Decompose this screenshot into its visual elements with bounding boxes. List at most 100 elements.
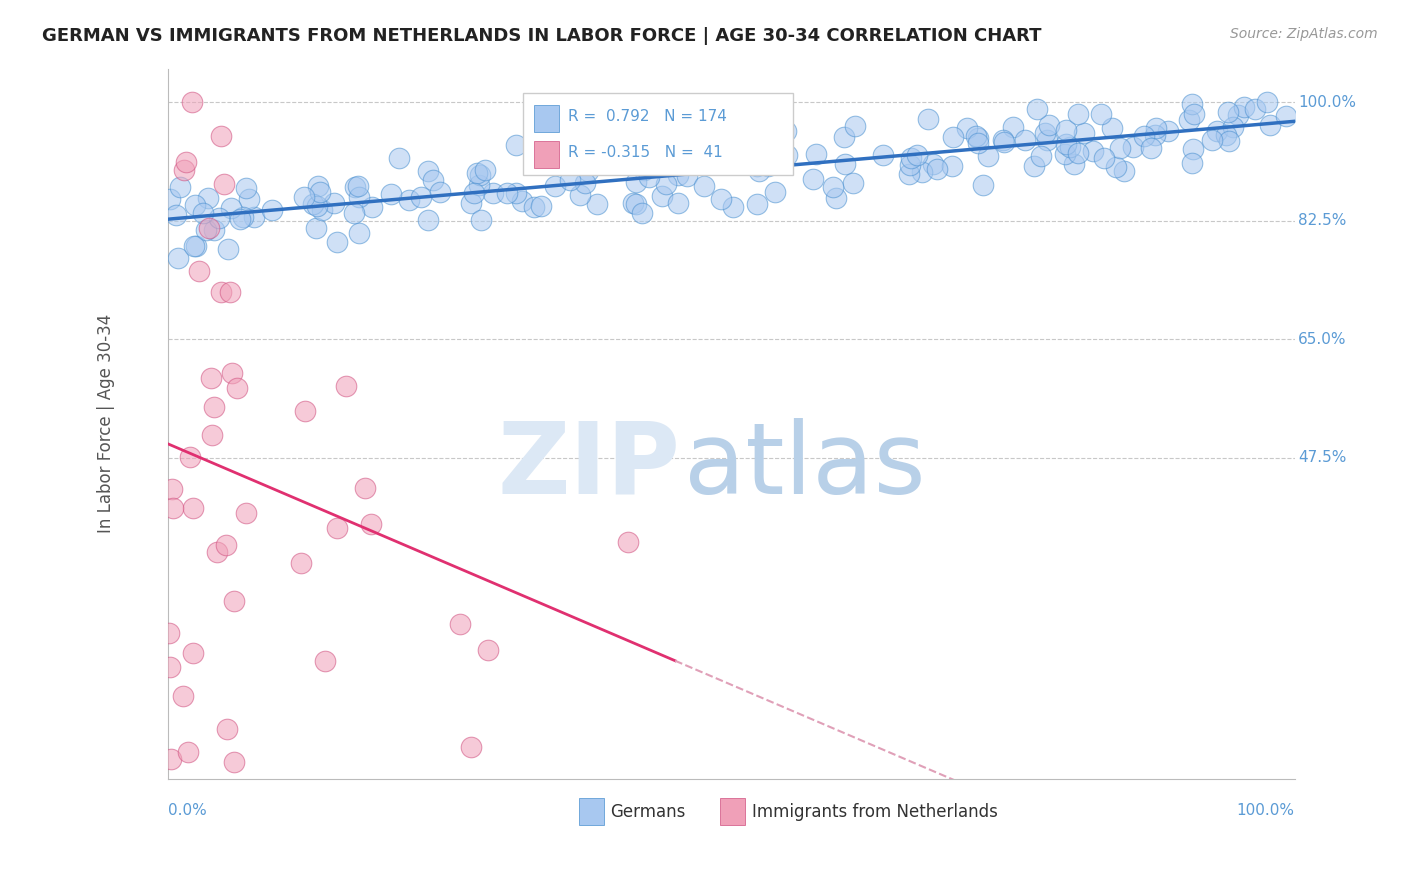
Point: [586, 197, 609, 211]
Point: [756, 160, 779, 174]
Bar: [534, 105, 560, 132]
Point: [429, 186, 451, 200]
Point: [208, 211, 231, 225]
Point: [638, 145, 661, 160]
Point: [763, 185, 786, 199]
Point: [157, 625, 180, 640]
Point: [967, 136, 990, 151]
Point: [993, 135, 1015, 149]
Point: [201, 428, 224, 442]
Point: [1067, 107, 1090, 121]
Point: [844, 119, 866, 133]
Point: [314, 655, 336, 669]
Point: [290, 557, 312, 571]
Point: [202, 223, 225, 237]
Point: [991, 133, 1014, 147]
Point: [1090, 107, 1112, 121]
Point: [1244, 103, 1267, 117]
Point: [623, 195, 645, 210]
Point: [360, 516, 382, 531]
Point: [1059, 139, 1081, 153]
Point: [347, 190, 370, 204]
Point: [474, 162, 496, 177]
Point: [177, 745, 200, 759]
Text: Source: ZipAtlas.com: Source: ZipAtlas.com: [1230, 27, 1378, 41]
Text: 65.0%: 65.0%: [1298, 332, 1347, 347]
Point: [710, 192, 733, 206]
Point: [191, 206, 214, 220]
Point: [215, 537, 238, 551]
Point: [695, 142, 717, 156]
Point: [212, 177, 235, 191]
Point: [1063, 157, 1085, 171]
Point: [977, 148, 1000, 162]
Point: [1215, 128, 1237, 142]
Point: [1233, 100, 1256, 114]
Point: [972, 178, 994, 193]
Point: [1222, 120, 1244, 134]
Point: [693, 178, 716, 193]
Point: [801, 171, 824, 186]
Point: [745, 159, 768, 173]
Point: [343, 206, 366, 220]
Point: [238, 193, 260, 207]
Bar: [579, 798, 605, 825]
Point: [1206, 123, 1229, 137]
Point: [720, 152, 742, 166]
Point: [574, 176, 596, 190]
Point: [209, 285, 232, 299]
Point: [775, 124, 797, 138]
Point: [616, 535, 638, 549]
Point: [1156, 124, 1178, 138]
Point: [159, 659, 181, 673]
Point: [1026, 102, 1049, 116]
Point: [1054, 123, 1077, 137]
Point: [1181, 97, 1204, 112]
Point: [1105, 160, 1128, 174]
Point: [842, 176, 865, 190]
Point: [747, 136, 769, 150]
Point: [222, 594, 245, 608]
Point: [159, 751, 181, 765]
Point: [967, 131, 990, 145]
Point: [1181, 142, 1204, 156]
Point: [673, 145, 696, 160]
Point: [226, 381, 249, 395]
Point: [704, 147, 727, 161]
Point: [477, 643, 499, 657]
Point: [911, 165, 934, 179]
Point: [323, 195, 346, 210]
Point: [544, 179, 567, 194]
Point: [748, 164, 770, 178]
Point: [398, 193, 420, 207]
Point: [1083, 144, 1105, 158]
Point: [217, 242, 239, 256]
Point: [1178, 112, 1201, 127]
Point: [173, 163, 195, 178]
Point: [1038, 118, 1060, 132]
Point: [183, 239, 205, 253]
Point: [195, 223, 218, 237]
Point: [1140, 141, 1163, 155]
Point: [172, 689, 194, 703]
Point: [221, 366, 243, 380]
Point: [229, 212, 252, 227]
Point: [422, 173, 444, 187]
Point: [1122, 139, 1144, 153]
Point: [1022, 159, 1045, 173]
Point: [651, 188, 673, 202]
Point: [311, 202, 333, 217]
Point: [654, 178, 676, 192]
Point: [510, 194, 533, 209]
Point: [638, 170, 661, 185]
Point: [824, 191, 846, 205]
Point: [180, 95, 202, 110]
Point: [679, 140, 702, 154]
Point: [554, 156, 576, 170]
Point: [200, 371, 222, 385]
Point: [470, 213, 492, 227]
Point: [325, 235, 347, 249]
Point: [1181, 156, 1204, 170]
Point: [222, 756, 245, 770]
Point: [965, 128, 987, 143]
